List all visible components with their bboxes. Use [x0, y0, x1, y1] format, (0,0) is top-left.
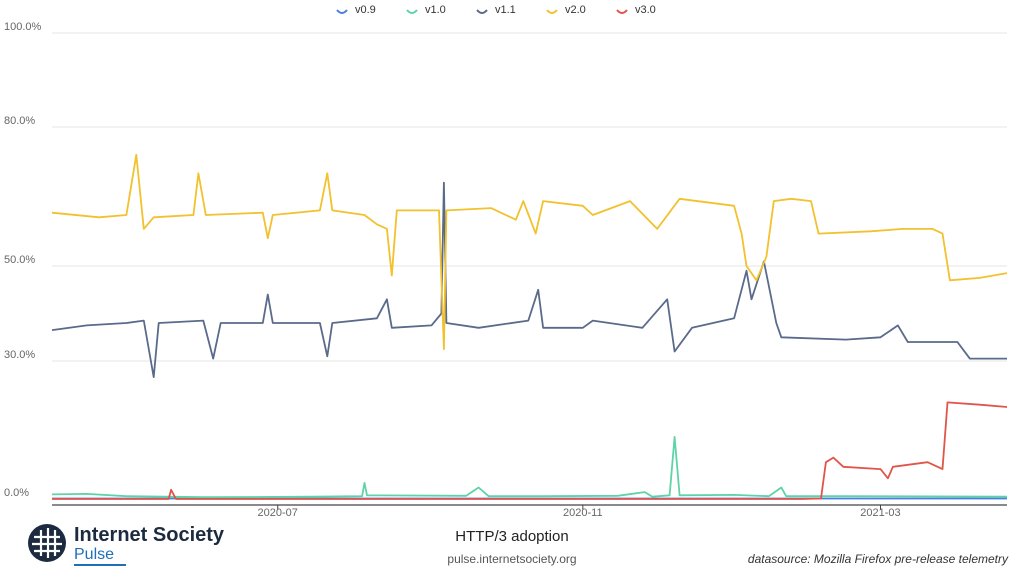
legend-label: v1.1 [495, 4, 516, 16]
datasource-note: datasource: Mozilla Firefox pre-release … [747, 552, 1008, 566]
legend-item-v3.0[interactable]: v3.0 [616, 4, 656, 16]
y-axis-ticks: 0.0% 30.0% 50.0% 80.0% 100.0% [4, 21, 42, 499]
y-tick-label: 50.0% [4, 254, 35, 266]
legend-item-v2.0[interactable]: v2.0 [546, 4, 586, 16]
series-line-v1.1 [51, 181, 1007, 378]
x-tick-label: 2020-11 [563, 507, 603, 518]
x-axis-ticks: 2020-07 2020-11 2021-03 [258, 505, 901, 518]
site-url[interactable]: pulse.internetsociety.org [447, 552, 577, 566]
legend-swatch-icon [406, 9, 418, 14]
series-line-v1.0 [51, 436, 1008, 499]
grid-lines [52, 32, 1007, 500]
legend-label: v0.9 [355, 4, 376, 16]
brand: Internet Society Pulse [28, 524, 224, 566]
series-lines [51, 153, 1008, 500]
brand-name: Internet Society [74, 524, 225, 546]
x-tick-label: 2021-03 [860, 507, 900, 518]
legend-item-v1.1[interactable]: v1.1 [476, 4, 516, 16]
legend-swatch-icon [616, 9, 628, 14]
series-line-v3.0 [52, 401, 1008, 500]
legend-swatch-icon [336, 9, 348, 14]
legend-item-v0.9[interactable]: v0.9 [336, 4, 376, 16]
legend-label: v3.0 [635, 4, 656, 16]
chart-title: HTTP/3 adoption [455, 528, 569, 545]
series-line-v2.0 [51, 153, 1008, 350]
legend-item-v1.0[interactable]: v1.0 [406, 4, 446, 16]
y-tick-label: 0.0% [4, 487, 29, 499]
internet-society-logo-icon [28, 524, 66, 562]
y-tick-label: 100.0% [4, 21, 42, 33]
y-tick-label: 80.0% [4, 115, 35, 127]
brand-sub: Pulse [74, 546, 127, 566]
footer: Internet Society Pulse HTTP/3 adoption p… [0, 518, 1024, 579]
legend-label: v2.0 [565, 4, 586, 16]
legend-label: v1.0 [425, 4, 446, 16]
chart: 0.0% 30.0% 50.0% 80.0% 100.0% 2020-07 2020-11… [4, 4, 1008, 518]
y-tick-label: 30.0% [4, 349, 35, 361]
x-tick-label: 2020-07 [258, 507, 298, 518]
legend-swatch-icon [546, 9, 558, 14]
legend[interactable]: v0.9 v1.0 v1.1 v2.0 v3.0 [336, 4, 656, 16]
legend-swatch-icon [476, 9, 488, 14]
